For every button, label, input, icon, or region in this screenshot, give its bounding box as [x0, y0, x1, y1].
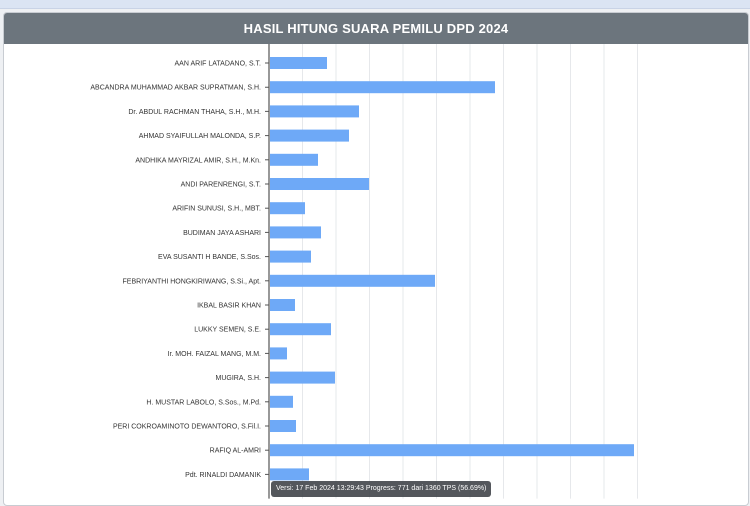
- category-label: ARIFIN SUNUSI, S.H., MBT.: [172, 206, 261, 213]
- bar: [270, 371, 335, 384]
- category-label: ABCANDRA MUHAMMAD AKBAR SUPRATMAN, S.H.: [90, 85, 261, 92]
- category-label: ANDHIKA MAYRIZAL AMIR, S.H., M.Kn.: [135, 157, 261, 164]
- category-label: H. MUSTAR LABOLO, S.Sos., M.Pd.: [146, 399, 261, 406]
- bar: [270, 250, 311, 263]
- bar: [270, 347, 287, 360]
- bar: [270, 299, 295, 311]
- bar: [270, 202, 305, 215]
- top-strip: [0, 0, 750, 9]
- bar: [270, 153, 318, 166]
- bar: [270, 178, 369, 190]
- category-label: Pdt. RINALDI DAMANIK: [185, 472, 261, 479]
- bar: [270, 129, 349, 142]
- category-label: AAN ARIF LATADANO, S.T.: [175, 61, 262, 68]
- category-label: BUDIMAN JAYA ASHARI: [183, 230, 261, 237]
- bar: [270, 57, 327, 69]
- category-label: PERI COKROAMINOTO DEWANTORO, S.Fil.I.: [113, 424, 261, 431]
- category-label: LUKKY SEMEN, S.E.: [194, 327, 261, 334]
- category-label: MUGIRA, S.H.: [215, 375, 261, 382]
- category-label: RAFIQ AL-AMRI: [210, 448, 261, 455]
- category-label: Dr. ABDUL RACHMAN THAHA, S.H., M.H.: [128, 109, 261, 116]
- progress-status-tooltip: Versi: 17 Feb 2024 13:29:43 Progress: 77…: [271, 481, 492, 497]
- bar: [270, 274, 435, 287]
- category-label: ANDI PARENRENGI, S.T.: [181, 182, 261, 189]
- category-label: AHMAD SYAIFULLAH MALONDA, S.P.: [139, 133, 261, 140]
- category-label: Ir. MOH. FAIZAL MANG, M.M.: [168, 351, 262, 358]
- bar: [270, 81, 495, 94]
- card-header: HASIL HITUNG SUARA PEMILU DPD 2024: [4, 13, 748, 44]
- category-label: FEBRIYANTHI HONGKIRIWANG, S.Si., Apt.: [123, 278, 262, 285]
- bar: [270, 105, 359, 118]
- bar: [270, 444, 634, 457]
- bar: [270, 468, 309, 481]
- bar: [270, 323, 331, 336]
- results-card: HASIL HITUNG SUARA PEMILU DPD 2024 AAN A…: [3, 12, 749, 506]
- bar: [270, 395, 293, 408]
- vote-bar-chart: AAN ARIF LATADANO, S.T. ABCANDRA MUHAMMAD…: [90, 44, 638, 499]
- bar: [270, 226, 321, 239]
- bar: [270, 420, 296, 432]
- category-label: IKBAL BASIR KHAN: [197, 303, 261, 310]
- category-label: EVA SUSANTI H BANDE, S.Sos.: [158, 254, 261, 261]
- page-title: HASIL HITUNG SUARA PEMILU DPD 2024: [243, 21, 509, 36]
